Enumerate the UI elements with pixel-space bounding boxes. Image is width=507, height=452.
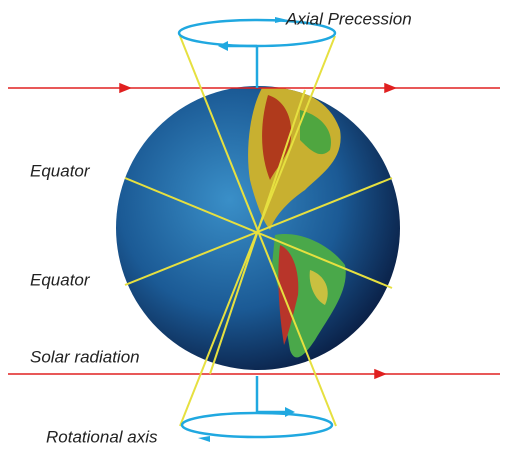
label-solar-radiation: Solar radiation [30, 347, 140, 366]
axis-lines [124, 35, 393, 427]
label-equator: Equator [30, 161, 91, 180]
label-equator: Equator [30, 270, 91, 289]
arrowheads [198, 17, 295, 442]
solar-rays [8, 82, 500, 380]
label-axial-precession: Axial Precession [285, 9, 412, 28]
continents [248, 87, 346, 358]
label-rotational-axis: Rotational axis [46, 427, 158, 446]
precession [177, 18, 337, 439]
